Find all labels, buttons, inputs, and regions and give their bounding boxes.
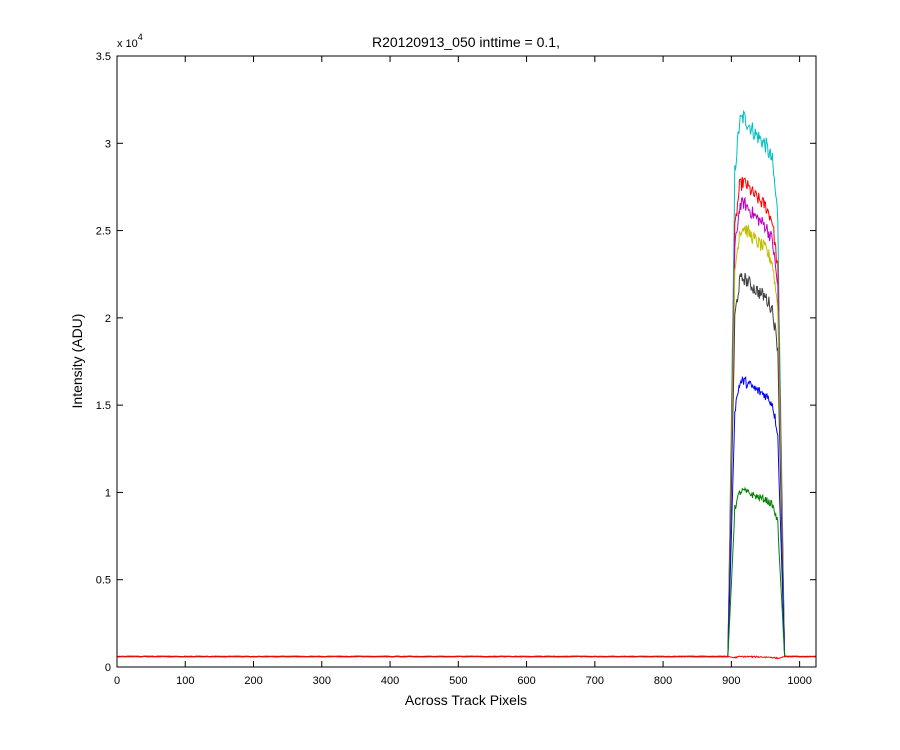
chart-title: R20120913_050 inttime = 0.1, xyxy=(372,34,560,50)
x-tick-label: 600 xyxy=(517,675,535,687)
y-axis-label: Intensity (ADU) xyxy=(69,314,85,409)
x-tick-label: 700 xyxy=(586,675,604,687)
y-tick-label: 0 xyxy=(105,662,111,674)
series-line-8 xyxy=(116,655,816,660)
y-tick-label: 3 xyxy=(105,138,111,150)
x-tick-label: 1000 xyxy=(787,675,811,687)
x-axis-label: Across Track Pixels xyxy=(405,692,527,708)
x-tick-label: 800 xyxy=(654,675,672,687)
y-exponent-label: x 104 xyxy=(117,32,143,50)
y-exponent-power: 4 xyxy=(138,32,143,42)
x-tick-label: 0 xyxy=(114,675,120,687)
y-tick-label: 0.5 xyxy=(96,575,111,587)
y-tick-label: 2.5 xyxy=(96,226,111,238)
y-tick-label: 3.5 xyxy=(96,51,111,63)
plot-frame xyxy=(116,55,817,668)
x-tick-label: 500 xyxy=(449,675,467,687)
y-tick-label: 1.5 xyxy=(96,400,111,412)
y-tick-label: 2 xyxy=(105,313,111,325)
y-tick-label: 1 xyxy=(105,487,111,499)
series-layer xyxy=(116,109,816,660)
x-tick-label: 300 xyxy=(313,675,331,687)
y-exponent-base: x 10 xyxy=(117,38,138,50)
x-tick-label: 400 xyxy=(381,675,399,687)
x-tick-label: 200 xyxy=(244,675,262,687)
tick-layer: 0 100 200 300 400 500 600 700 800 900 1000 0 0.5 1 1.5… xyxy=(96,51,816,687)
x-tick-label: 900 xyxy=(722,675,740,687)
plot-area xyxy=(117,56,816,667)
x-tick-label: 100 xyxy=(176,675,194,687)
